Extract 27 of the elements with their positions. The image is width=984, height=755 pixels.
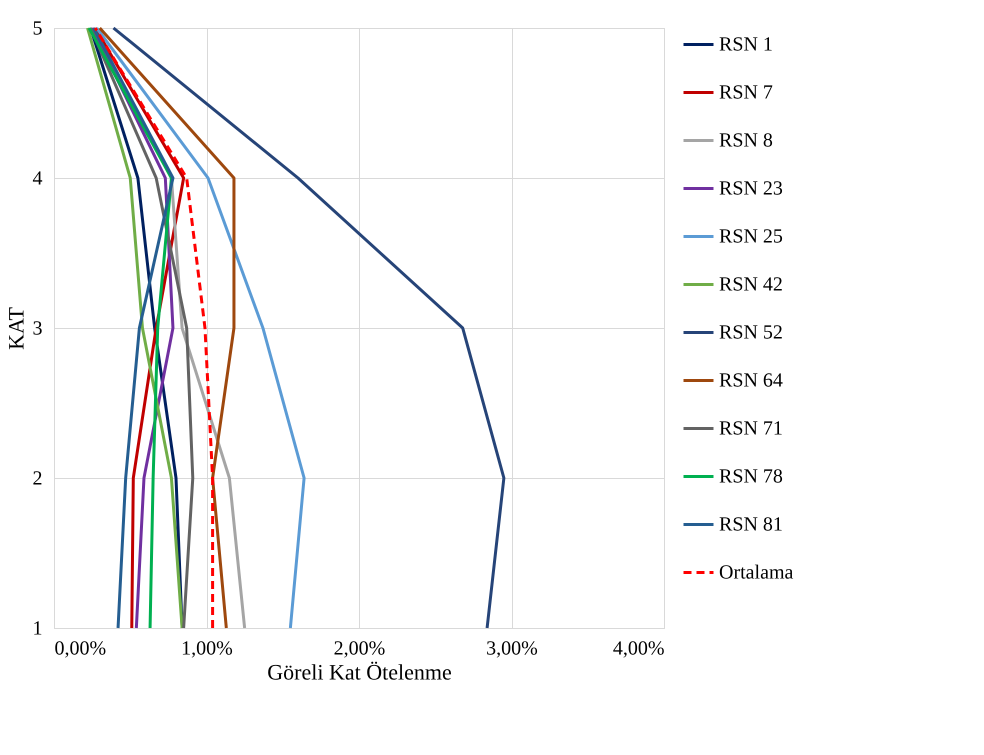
x-tick-label: 3,00% bbox=[486, 638, 538, 660]
y-tick-label: 3 bbox=[32, 318, 42, 340]
legend-label: RSN 81 bbox=[719, 514, 783, 536]
legend-label: RSN 23 bbox=[719, 178, 783, 200]
legend-label: RSN 7 bbox=[719, 82, 773, 104]
legend-label: Ortalama bbox=[719, 562, 794, 584]
legend-label: RSN 8 bbox=[719, 130, 773, 152]
legend-label: RSN 71 bbox=[719, 418, 783, 440]
line-series bbox=[112, 26, 506, 630]
legend-label: RSN 25 bbox=[719, 226, 783, 248]
legend-label: RSN 78 bbox=[719, 466, 783, 488]
x-tick-label: 4,00% bbox=[612, 638, 664, 660]
legend-label: RSN 52 bbox=[719, 322, 783, 344]
y-tick-label: 1 bbox=[32, 618, 42, 640]
y-tick-label: 2 bbox=[32, 468, 42, 490]
x-tick-label: 0,00% bbox=[54, 638, 106, 660]
legend-label: RSN 1 bbox=[719, 34, 773, 56]
legend-label: RSN 42 bbox=[719, 274, 783, 296]
legend-label: RSN 64 bbox=[719, 370, 783, 392]
x-axis-title: Göreli Kat Ötelenme bbox=[267, 660, 452, 684]
x-tick-label: 2,00% bbox=[334, 638, 386, 660]
y-axis-title: KAT bbox=[4, 306, 28, 350]
y-tick-label: 5 bbox=[32, 18, 42, 40]
line-series bbox=[95, 26, 306, 630]
line-series bbox=[94, 26, 214, 630]
x-tick-label: 1,00% bbox=[181, 638, 233, 660]
y-tick-label: 4 bbox=[32, 168, 42, 190]
